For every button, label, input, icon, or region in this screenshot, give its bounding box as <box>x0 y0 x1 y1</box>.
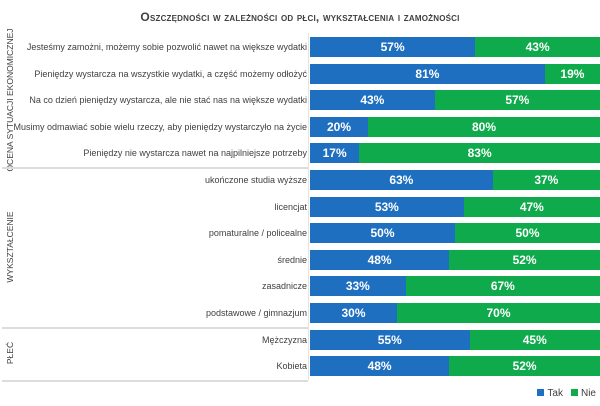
data-label-tak: 43% <box>360 93 385 108</box>
chart-title: Oszczędności w zależności od płci, wyksz… <box>140 10 460 24</box>
group-panel <box>2 33 309 168</box>
category-label: licencjat <box>274 201 307 212</box>
bar-nie <box>359 143 600 164</box>
category-label: zasadnicze <box>261 281 307 292</box>
data-label-nie: 50% <box>515 226 540 241</box>
data-label-nie: 43% <box>525 40 550 54</box>
bar-tak <box>310 223 455 244</box>
data-label-tak: 17% <box>322 146 347 161</box>
legend-label-nie: Nie <box>580 388 596 399</box>
group-separator <box>2 380 308 383</box>
data-label-tak: 50% <box>370 226 395 241</box>
bar-nie <box>544 63 600 84</box>
category-label: Jesteśmy zamożni, możemy sobie pozwolić … <box>26 42 307 52</box>
group-separator <box>2 167 308 170</box>
legend-label-tak: Tak <box>547 388 563 399</box>
data-label-nie: 45% <box>522 332 547 347</box>
bar-nie <box>469 329 600 350</box>
bar-tak <box>310 37 476 57</box>
bar-tak <box>310 249 450 270</box>
bar-tak <box>310 116 368 137</box>
category-label: Musimy odmawiać sobie wielu rzeczy, aby … <box>13 121 307 132</box>
legend-swatch-nie <box>570 389 578 396</box>
category-label: Na co dzień pieniędzy wystarcza, ale nie… <box>29 95 307 106</box>
bar-tak <box>310 356 450 377</box>
bar-nie <box>368 116 600 137</box>
data-label-nie: 83% <box>467 146 492 161</box>
category-label: Pieniędzy nie wystarcza nawet na najpiln… <box>83 148 307 159</box>
data-label-tak: 48% <box>367 252 392 267</box>
category-label: pomaturalne / policealne <box>208 228 307 239</box>
bar-tak <box>310 90 435 111</box>
data-label-tak: 57% <box>380 40 405 54</box>
data-label-tak: 81% <box>415 66 440 81</box>
bar-nie <box>475 37 600 57</box>
data-label-nie: 47% <box>519 199 544 214</box>
bar-nie <box>449 249 600 270</box>
group-panel <box>2 325 309 381</box>
data-label-tak: 53% <box>374 199 399 214</box>
bar-tak <box>310 303 397 323</box>
bar-tak <box>310 143 360 164</box>
bar-nie <box>449 356 600 377</box>
bar-tak <box>310 329 470 350</box>
bar-tak <box>310 276 406 297</box>
legend-item-tak: Tak <box>537 388 563 399</box>
data-label-nie: 37% <box>534 173 559 187</box>
category-label: ukończone studia wyższe <box>204 175 307 185</box>
data-label-nie: 19% <box>560 66 585 81</box>
category-label: średnie <box>277 254 307 265</box>
bar-nie <box>455 223 600 244</box>
data-label-nie: 70% <box>486 306 511 320</box>
category-label: Mężczyzna <box>261 334 307 345</box>
bar-tak <box>310 63 545 84</box>
data-label-nie: 57% <box>505 93 530 108</box>
bar-nie <box>463 196 600 217</box>
bar-tak <box>310 196 464 217</box>
data-label-tak: 33% <box>345 279 370 294</box>
group-separator <box>2 327 308 329</box>
bar-nie <box>492 170 600 190</box>
data-label-nie: 52% <box>512 252 537 267</box>
data-label-tak: 48% <box>367 359 392 374</box>
data-label-tak: 20% <box>326 119 352 134</box>
legend: Tak Nie <box>537 388 596 399</box>
category-label: podstawowe / gimnazjum <box>205 308 307 318</box>
category-label: Kobieta <box>276 361 307 372</box>
group-panel <box>2 166 309 327</box>
legend-swatch-tak <box>537 389 545 396</box>
bar-nie <box>397 303 600 323</box>
category-label: Pieniędzy wystarcza na wszystkie wydatki… <box>34 68 307 79</box>
data-label-nie: 80% <box>471 119 497 134</box>
bar-tak <box>310 170 493 190</box>
data-label-tak: 30% <box>341 306 366 320</box>
data-label-nie: 67% <box>490 279 515 294</box>
legend-item-nie: Nie <box>570 388 596 399</box>
data-label-tak: 63% <box>389 173 414 187</box>
data-label-nie: 52% <box>512 359 537 374</box>
bar-nie <box>405 276 600 297</box>
bar-nie <box>434 90 600 111</box>
data-label-tak: 55% <box>377 332 402 347</box>
